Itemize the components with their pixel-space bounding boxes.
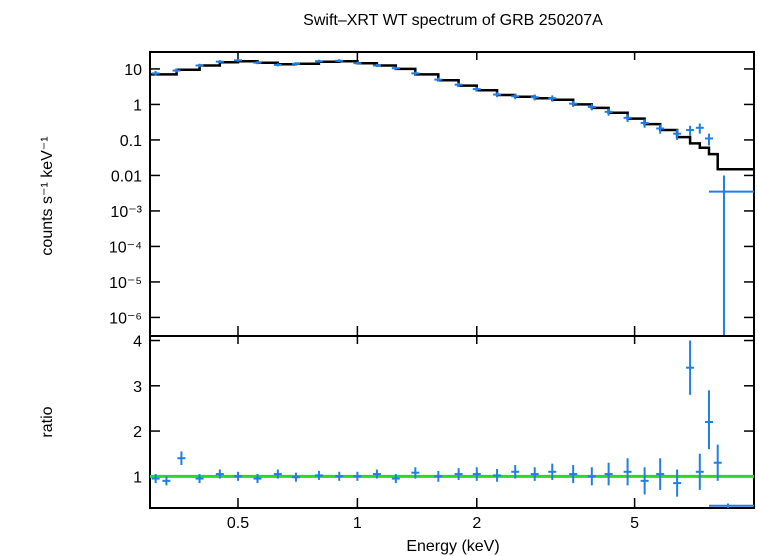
- spectrum-y-tick-label-3: 0.01: [111, 168, 142, 185]
- spectrum-y-tick-label-6: 10⁻⁵: [109, 275, 142, 292]
- ratio-panel: 1 2 3 4 0.5 1 2 5 ratio: [39, 334, 755, 532]
- chart-title: Swift–XRT WT spectrum of GRB 250207A: [303, 12, 603, 29]
- spectrum-y-tick-label-2: 0.1: [120, 133, 142, 150]
- spectrum-panel: 10 1 0.1 0.01 10⁻³ 10⁻⁴ 10⁻⁵ 10⁻⁶ counts s⁻¹ ke…: [39, 51, 755, 337]
- x-tick-label-0: 0.5: [227, 515, 249, 532]
- spectrum-y-axis-label: counts s⁻¹ keV⁻¹: [39, 136, 56, 255]
- spectrum-y-tick-label-0: 10: [124, 62, 142, 79]
- spectrum-y-tick-label-4: 10⁻³: [110, 204, 142, 221]
- spectrum-y-tick-label-1: 1: [133, 97, 142, 114]
- x-tick-label-2: 2: [472, 515, 481, 532]
- spectrum-y-axis-ticks: 10 1 0.1 0.01 10⁻³ 10⁻⁴ 10⁻⁵ 10⁻⁶: [109, 62, 754, 327]
- spectrum-data-series: [151, 58, 754, 336]
- ratio-data-series: [151, 340, 754, 508]
- ratio-x-axis-ticks: 0.5 1 2 5: [227, 336, 639, 532]
- ratio-panel-frame: [149, 335, 755, 509]
- spectrum-x-axis-ticks: [237, 52, 636, 336]
- x-tick-label-1: 1: [353, 515, 362, 532]
- x-tick-label-3: 5: [630, 515, 639, 532]
- x-axis-label: Energy (keV): [406, 538, 499, 555]
- ratio-y-tick-label-1: 2: [133, 424, 142, 441]
- spectrum-y-tick-label-7: 10⁻⁶: [109, 310, 142, 327]
- spectrum-panel-frame: [149, 51, 755, 337]
- spectrum-model-series: [150, 59, 754, 171]
- spectrum-y-tick-label-5: 10⁻⁴: [109, 239, 142, 256]
- ratio-y-axis-label: ratio: [39, 406, 56, 437]
- ratio-y-tick-label-3: 4: [133, 334, 142, 351]
- ratio-y-tick-label-0: 1: [133, 469, 142, 486]
- ratio-y-tick-label-2: 3: [133, 379, 142, 396]
- model-step-line: [150, 59, 754, 171]
